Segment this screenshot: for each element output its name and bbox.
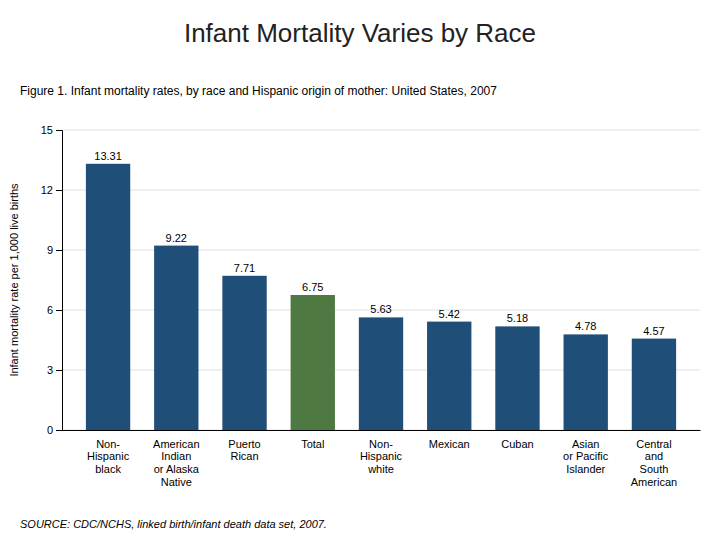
tick-label-line: Cuban [501,438,533,450]
y-axis-title: Infant mortality rate per 1,000 live bir… [8,183,20,377]
tick-label-line: Asian [572,438,600,450]
tick-label-line: or Alaska [154,463,200,475]
tick-label-line: Total [301,438,324,450]
tick-label: 15 [41,124,53,136]
tick-label-line: or Pacific [563,450,609,462]
bar [359,317,403,430]
bar [632,339,676,430]
tick-label-line: black [95,463,121,475]
tick-label-line: Non- [369,438,393,450]
tick-label: 3 [47,364,53,376]
tick: 6 [47,304,62,316]
tick: AmericanIndianor AlaskaNative [153,438,200,488]
tick-label: 12 [41,184,53,196]
tick-label: Non-Hispanicwhite [360,438,403,475]
tick-label: CentralandSouthAmerican [631,438,677,488]
tick: Cuban [501,438,533,450]
tick-label: 6 [47,304,53,316]
tick-label-line: Hispanic [360,450,403,462]
bar [495,326,539,430]
tick: Asianor PacificIslander [563,438,609,475]
bar [86,164,130,430]
x-axis: Non-HispanicblackAmericanIndianor Alaska… [63,431,701,488]
tick-label-line: Mexican [429,438,470,450]
bar [222,276,266,430]
y-axis: 0 3 6 9 12 15 [41,124,63,436]
bar [291,295,335,430]
bar [427,322,471,430]
tick-label: AmericanIndianor AlaskaNative [153,438,200,488]
tick-mark [56,430,62,431]
grid [62,130,700,430]
tick-label-line: American [153,438,199,450]
tick: 9 [47,244,62,256]
annotation: SOURCE: CDC/NCHS, linked birth/infant de… [20,518,327,530]
data-label: 5.63 [370,303,391,315]
bar [564,334,608,430]
tick-mark [56,250,62,251]
axis-line [56,131,63,431]
data-label: 5.42 [439,308,460,320]
grid-line [62,190,700,191]
tick: PuertoRican [228,438,260,463]
title: Infant Mortality Varies by Race [184,18,536,48]
tick-label: Cuban [501,438,533,450]
tick: Mexican [429,438,470,450]
tick-label-line: white [367,463,394,475]
tick: 3 [47,364,62,376]
tick-label: PuertoRican [228,438,260,463]
tick-label: Non-Hispanicblack [87,438,130,475]
tick: Non-Hispanicblack [87,438,130,475]
tick-label: Mexican [429,438,470,450]
tick-label: Asianor PacificIslander [563,438,609,475]
tick: Non-Hispanicwhite [360,438,403,475]
tick-label: 9 [47,244,53,256]
tick: 15 [41,124,62,136]
tick-label-line: Central [636,438,671,450]
tick: 12 [41,184,62,196]
data-labels: 13.31 9.22 7.71 6.75 5.63 5.42 5.18 4.78 4.57 [94,150,664,337]
data-label: 5.18 [507,312,528,324]
tick-label-line: South [640,463,669,475]
data-label: 9.22 [166,232,187,244]
tick-label: Total [301,438,324,450]
tick-mark [56,370,62,371]
bar [154,246,198,430]
tick: Total [301,438,324,450]
tick: 0 [47,424,62,436]
data-label: 6.75 [302,281,323,293]
subtitle: Figure 1. Infant mortality rates, by rac… [20,84,497,98]
grid-line [62,130,700,131]
tick-label-line: Non- [96,438,120,450]
tick-label: 0 [47,424,53,436]
tick: CentralandSouthAmerican [631,438,677,488]
data-label: 7.71 [234,262,255,274]
plot: 03691215Non-HispanicblackAmericanIndiano… [41,124,701,488]
data-label: 4.57 [643,325,664,337]
tick-mark [56,310,62,311]
tick-label-line: Rican [230,450,258,462]
data-label: 13.31 [94,150,122,162]
tick-mark [56,190,62,191]
axis-line [63,430,701,431]
chart: Infant Mortality Varies by Race Figure 1.… [0,0,720,540]
tick-label-line: Hispanic [87,450,130,462]
bars [86,164,676,430]
tick-label-line: Islander [566,463,605,475]
tick-label-line: and [645,450,663,462]
tick-label-line: American [631,476,677,488]
tick-mark [56,130,62,131]
tick-label-line: Indian [161,450,191,462]
tick-label-line: Puerto [228,438,260,450]
data-label: 4.78 [575,320,596,332]
tick-label-line: Native [161,476,192,488]
